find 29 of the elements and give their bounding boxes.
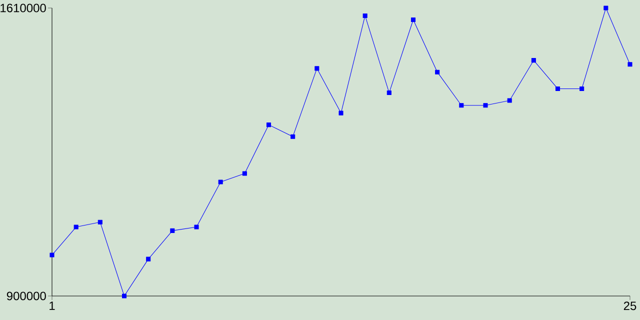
- point: [290, 134, 296, 139]
- point: [507, 98, 512, 103]
- point: [531, 58, 536, 63]
- point: [122, 294, 127, 298]
- point: [266, 122, 272, 128]
- point: [98, 220, 102, 224]
- x-tick-label: 25: [624, 302, 636, 310]
- point: [628, 62, 632, 67]
- point: [362, 13, 368, 18]
- point: [338, 110, 344, 116]
- y-tick-label: 1610000: [0, 4, 46, 12]
- point: [435, 70, 440, 74]
- point: [242, 171, 247, 176]
- point: [459, 103, 464, 108]
- y-tick-label: 900000: [6, 292, 46, 300]
- point: [314, 66, 320, 71]
- point: [555, 86, 560, 91]
- point: [74, 224, 78, 230]
- point: [146, 256, 151, 262]
- point: [386, 90, 392, 96]
- point: [218, 180, 223, 184]
- point: [604, 6, 608, 10]
- point: [194, 224, 199, 230]
- point: [580, 86, 584, 91]
- x-tick-label: 1: [50, 302, 55, 310]
- point: [50, 252, 54, 258]
- point: [170, 228, 175, 233]
- point: [483, 103, 488, 108]
- point: [410, 17, 416, 22]
